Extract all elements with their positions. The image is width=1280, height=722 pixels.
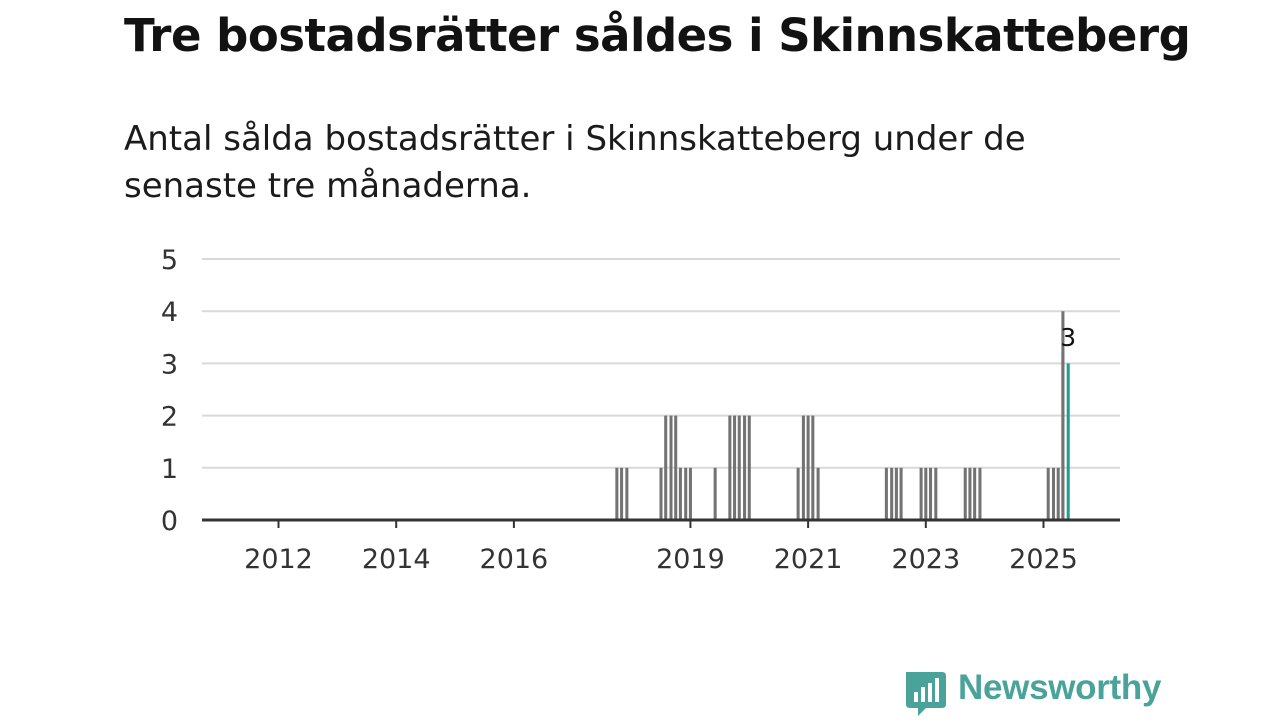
bar: [816, 467, 820, 520]
bar: [1051, 467, 1056, 520]
x-tick-label: 2014: [362, 544, 431, 575]
bar: [924, 467, 928, 520]
chart-title: Tre bostadsrätter såldes i Skinnskattebe…: [124, 9, 1191, 62]
bar-chart-speech-bubble-icon: [906, 672, 946, 716]
bar: [1061, 311, 1065, 520]
x-tick-label: 2021: [774, 544, 843, 575]
bar-latest: [1066, 363, 1070, 520]
x-axis-ticks: 2012 2014 2016 2019 2021 2023 2025: [244, 520, 1078, 575]
x-tick-label: 2019: [656, 544, 725, 575]
bar: [674, 415, 678, 520]
bar: [919, 467, 923, 520]
y-axis-ticks: 0 1 2 3 4 5: [161, 245, 178, 537]
bar: [934, 467, 938, 520]
bar: [1046, 467, 1050, 520]
bar: [811, 415, 815, 520]
bar: [743, 415, 747, 520]
bars: [615, 311, 1070, 520]
y-tick-label: 0: [161, 506, 178, 537]
bar: [625, 467, 629, 520]
bar: [928, 467, 933, 520]
bar: [733, 415, 737, 520]
bar: [806, 415, 810, 520]
bar: [620, 467, 624, 520]
bar: [688, 467, 692, 520]
bar: [899, 467, 903, 520]
bar: [664, 415, 668, 520]
bar: [801, 415, 805, 520]
bar: [684, 467, 688, 520]
bar-chart: 0 1 2 3 4 5 2012 2014 2016 2019 2021 2023 2025 3: [161, 245, 1120, 575]
x-tick-label: 2025: [1009, 544, 1078, 575]
data-label-latest: 3: [1060, 323, 1076, 352]
y-tick-label: 3: [161, 349, 178, 380]
bar: [1056, 467, 1060, 520]
bar: [659, 467, 663, 520]
newsworthy-logo: Newsworthy: [902, 668, 1162, 716]
bar: [796, 467, 800, 520]
bar: [894, 467, 898, 520]
bar: [737, 415, 741, 520]
bar: [728, 415, 732, 520]
bar: [978, 467, 982, 520]
bar: [747, 415, 751, 520]
x-tick-label: 2016: [480, 544, 549, 575]
y-tick-label: 5: [161, 245, 178, 276]
bar: [890, 467, 894, 520]
bar: [678, 467, 682, 520]
bar: [963, 467, 967, 520]
y-tick-label: 1: [161, 454, 178, 485]
y-tick-label: 2: [161, 402, 178, 433]
bar: [669, 415, 673, 520]
data-labels: 3: [1060, 323, 1076, 352]
bar: [968, 467, 972, 520]
bar: [884, 467, 888, 520]
bar: [973, 467, 977, 520]
logo-text: Newsworthy: [958, 668, 1162, 707]
bar: [713, 467, 717, 520]
x-tick-label: 2023: [891, 544, 960, 575]
gridlines: [202, 258, 1120, 469]
bar: [615, 467, 619, 520]
chart-subtitle: Antal sålda bostadsrätter i Skinnskatteb…: [124, 119, 1026, 206]
y-tick-label: 4: [161, 297, 178, 328]
x-tick-label: 2012: [244, 544, 313, 575]
